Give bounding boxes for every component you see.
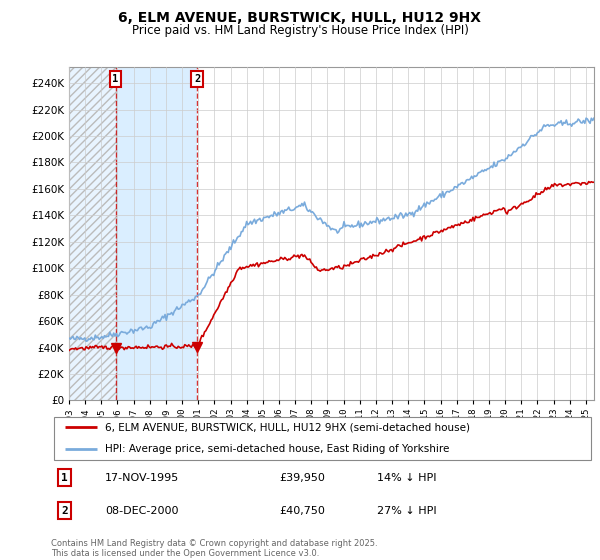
- Bar: [116, 67, 197, 400]
- Text: 2: 2: [61, 506, 68, 516]
- Text: 08-DEC-2000: 08-DEC-2000: [106, 506, 179, 516]
- Text: Price paid vs. HM Land Registry's House Price Index (HPI): Price paid vs. HM Land Registry's House …: [131, 24, 469, 36]
- Text: 6, ELM AVENUE, BURSTWICK, HULL, HU12 9HX (semi-detached house): 6, ELM AVENUE, BURSTWICK, HULL, HU12 9HX…: [106, 422, 470, 432]
- Text: £39,950: £39,950: [279, 473, 325, 483]
- Text: £40,750: £40,750: [279, 506, 325, 516]
- Text: 17-NOV-1995: 17-NOV-1995: [106, 473, 179, 483]
- Text: 1: 1: [61, 473, 68, 483]
- Text: 1: 1: [112, 74, 119, 84]
- Bar: [69, 67, 116, 400]
- Text: 2: 2: [194, 74, 200, 84]
- FancyBboxPatch shape: [54, 417, 591, 460]
- Text: 6, ELM AVENUE, BURSTWICK, HULL, HU12 9HX: 6, ELM AVENUE, BURSTWICK, HULL, HU12 9HX: [119, 11, 482, 25]
- Text: HPI: Average price, semi-detached house, East Riding of Yorkshire: HPI: Average price, semi-detached house,…: [106, 444, 449, 454]
- Text: 27% ↓ HPI: 27% ↓ HPI: [377, 506, 436, 516]
- Text: 14% ↓ HPI: 14% ↓ HPI: [377, 473, 436, 483]
- Bar: [69, 67, 116, 400]
- Text: Contains HM Land Registry data © Crown copyright and database right 2025.
This d: Contains HM Land Registry data © Crown c…: [51, 539, 377, 558]
